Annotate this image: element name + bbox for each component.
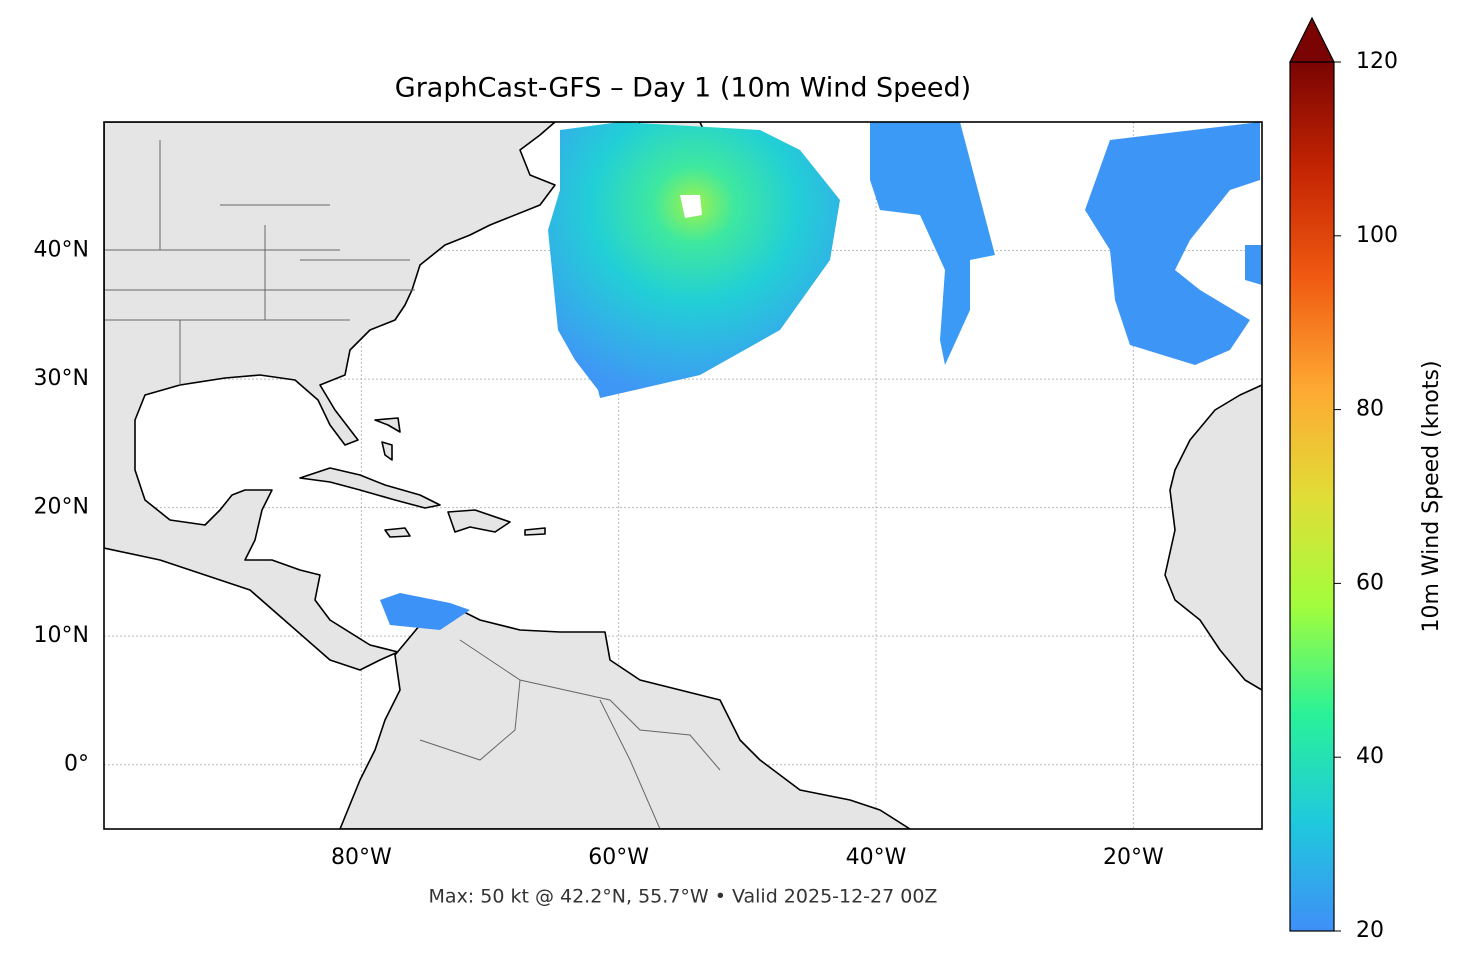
land xyxy=(447,509,511,533)
y-tick-label: 0° xyxy=(64,752,89,777)
x-tick-label: 80°W xyxy=(331,845,392,870)
map-frame xyxy=(103,121,1263,830)
land xyxy=(384,527,411,538)
wind-field xyxy=(548,122,840,398)
colorbar-tick-label: 60 xyxy=(1356,570,1384,595)
y-tick-label: 30°N xyxy=(34,366,89,391)
y-tick-label: 40°N xyxy=(34,238,89,263)
x-tick-label: 60°W xyxy=(588,845,649,870)
y-tick-label: 10°N xyxy=(34,623,89,648)
colorbar-label: 10m Wind Speed (knots) xyxy=(1419,360,1444,632)
colorbar-tick-label: 40 xyxy=(1356,744,1384,769)
colorbar-tick-label: 120 xyxy=(1356,49,1398,74)
land xyxy=(299,467,441,509)
colorbar-scale xyxy=(1289,61,1335,932)
land xyxy=(524,527,546,536)
land xyxy=(1164,384,1262,691)
border xyxy=(104,140,415,385)
colorbar-tick-label: 80 xyxy=(1356,397,1384,422)
colorbar-tick-label: 100 xyxy=(1356,223,1398,248)
land xyxy=(374,417,401,461)
wind-field xyxy=(380,593,470,630)
border xyxy=(419,639,721,829)
x-tick-label: 20°W xyxy=(1103,845,1164,870)
chart-title: GraphCast-GFS – Day 1 (10m Wind Speed) xyxy=(395,73,971,104)
wind-field xyxy=(1085,122,1262,365)
map xyxy=(104,122,1262,829)
colorbar-extend xyxy=(1289,16,1335,63)
y-tick-label: 20°N xyxy=(34,495,89,520)
x-tick-label: 40°W xyxy=(846,845,907,870)
colorbar-tick-label: 20 xyxy=(1356,918,1384,943)
wind-field xyxy=(870,122,995,365)
land xyxy=(339,609,911,829)
chart-subtitle: Max: 50 kt @ 42.2°N, 55.7°W • Valid 2025… xyxy=(429,886,938,908)
colorbar: 20 40 60 80 100 120 10m Wind Speed (knots) xyxy=(1289,16,1444,943)
land xyxy=(104,122,556,671)
